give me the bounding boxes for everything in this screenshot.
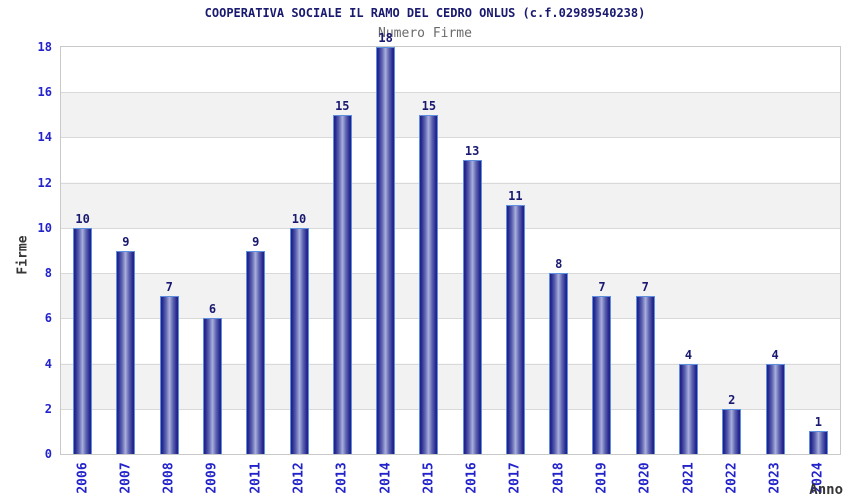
bar-value-label: 9	[122, 234, 130, 249]
bar-value-label: 6	[208, 302, 217, 317]
bar-value-label: 4	[684, 347, 693, 362]
bar-value-label: 13	[464, 144, 480, 159]
x-tick-label: 2016	[464, 462, 480, 494]
bar	[462, 160, 482, 454]
bar	[722, 408, 742, 454]
gridline	[61, 182, 840, 184]
y-tick-label: 4	[44, 356, 52, 371]
bar	[246, 250, 266, 454]
bar-value-label: 7	[165, 279, 173, 294]
bar-value-label: 2	[728, 392, 736, 407]
bar-value-label: 9	[252, 234, 260, 249]
x-tick-label: 2006	[75, 462, 91, 494]
x-axis-title: Anno	[809, 482, 843, 498]
x-tick-label: 2018	[551, 462, 567, 494]
bar	[332, 114, 352, 454]
bar	[116, 250, 136, 454]
bar	[765, 363, 785, 454]
bar-value-label: 7	[598, 279, 606, 294]
bar-value-label: 10	[75, 211, 90, 226]
chart-title: COOPERATIVA SOCIALE IL RAMO DEL CEDRO ON…	[204, 6, 646, 20]
y-tick-label: 14	[37, 130, 52, 145]
y-tick-label: 18	[37, 40, 52, 54]
bar-value-label: 18	[378, 31, 393, 45]
x-tick-label: 2013	[334, 462, 350, 494]
gridline	[61, 137, 840, 139]
bar	[289, 227, 309, 454]
bar	[419, 114, 439, 454]
bar	[376, 47, 396, 454]
bar	[635, 295, 655, 454]
x-tick-label: 2021	[681, 462, 697, 494]
gridline	[61, 92, 840, 94]
y-tick-label: 10	[37, 220, 52, 235]
y-tick-label: 0	[44, 447, 52, 461]
bar	[679, 363, 699, 454]
y-tick-label: 2	[44, 401, 52, 416]
bar	[73, 227, 93, 454]
bar-value-label: 10	[291, 211, 307, 226]
chart-subtitle: Numero Firme	[378, 26, 472, 41]
bar	[592, 295, 612, 454]
x-tick-label: 2020	[637, 462, 653, 494]
x-tick-label: 2012	[291, 462, 307, 494]
x-tick-label: 2022	[724, 462, 740, 494]
x-tick-label: 2023	[767, 462, 783, 494]
x-tick-label: 2019	[594, 462, 610, 494]
bar-value-label: 15	[335, 98, 350, 113]
x-tick-label: 2017	[507, 462, 523, 494]
bar	[159, 295, 179, 454]
x-tick-label: 2008	[161, 462, 177, 494]
bar	[202, 318, 222, 454]
x-tick-label: 2011	[248, 462, 264, 494]
y-tick-label: 8	[44, 266, 52, 281]
bar-value-label: 4	[771, 347, 779, 362]
plot-area: 10 9 7 6 9 10 15 18 15 13 11 8 7 7 4 2 4 1	[60, 32, 841, 455]
bar	[505, 205, 525, 454]
bar-value-label: 7	[641, 279, 649, 294]
x-tick-label: 2014	[378, 462, 394, 494]
y-tick-label: 12	[37, 175, 52, 190]
y-tick-label: 16	[37, 85, 52, 100]
bar-value-label: 11	[508, 189, 523, 204]
gridline	[61, 273, 840, 275]
x-tick-label: 2015	[421, 462, 437, 494]
gridline	[61, 408, 840, 410]
y-tick-label: 6	[44, 311, 52, 326]
bar-value-label: 1	[814, 415, 822, 430]
gridline	[61, 363, 840, 365]
gridline	[61, 227, 840, 229]
x-tick-label: 2009	[204, 462, 220, 494]
bar	[549, 273, 569, 454]
bar-value-label: 8	[555, 257, 563, 272]
bar	[808, 431, 828, 454]
bar-value-label: 15	[421, 98, 437, 113]
x-tick-label: 2007	[118, 462, 134, 494]
gridline	[61, 318, 840, 320]
